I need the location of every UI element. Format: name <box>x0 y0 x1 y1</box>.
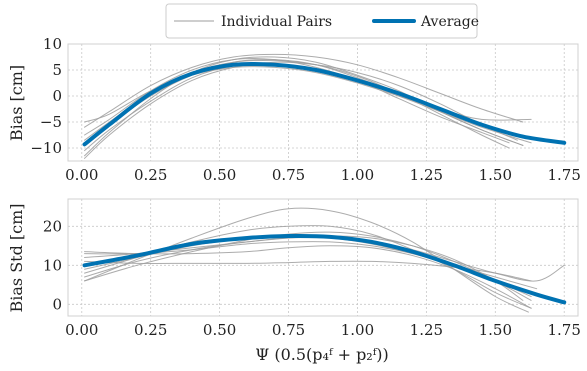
bias-x-tick-label: 0.25 <box>134 166 167 184</box>
bias-chart: 0.00 0.25 0.50 0.75 1.00 1.25 1.50 1.75 −10 −5 0 5 1… <box>30 35 581 184</box>
bias-x-tick-label: 1.25 <box>410 166 443 184</box>
bias-std-y-tick-label: 0 <box>52 295 62 313</box>
bias-individual-pair-line <box>84 58 524 146</box>
bias-y-tick-label: −5 <box>40 113 62 131</box>
bias-std-individual-pair-line <box>84 231 532 301</box>
bias-axes-frame <box>67 43 579 162</box>
bias-std-plot-area <box>68 199 578 316</box>
bias-std-y-tick-label: 10 <box>43 256 62 274</box>
bias-std-x-tick-label: 1.25 <box>410 321 443 339</box>
bias-std-x-tick-label: 0.50 <box>203 321 236 339</box>
bias-y-tick-label: 5 <box>52 61 62 79</box>
legend-box <box>165 3 478 39</box>
bias-std-x-tick-label: 1.75 <box>548 321 581 339</box>
bias-y-tick-label: 10 <box>43 35 62 53</box>
bias-x-tick-label: 1.50 <box>479 166 512 184</box>
legend: Individual Pairs Average <box>165 3 479 39</box>
bias-x-tick-label: 1.75 <box>548 166 581 184</box>
bias-y-tick-label: −10 <box>30 139 62 157</box>
bias-individual-pair-line <box>84 53 524 128</box>
bias-x-tick-label: 0.00 <box>65 166 98 184</box>
bias-std-y-tick-label: 20 <box>43 217 62 235</box>
bias-x-tick-label: 0.50 <box>203 166 236 184</box>
bias-average-line <box>82 61 567 147</box>
bias-std-x-tick-label: 0.00 <box>65 321 98 339</box>
bias-std-x-tick-label: 0.25 <box>134 321 167 339</box>
bias-std-series-group <box>82 207 567 313</box>
bias-std-x-tick-label: 1.50 <box>479 321 512 339</box>
bias-std-y-axis-label: Bias Std [cm] <box>7 203 26 312</box>
bias-x-tick-label: 0.75 <box>272 166 305 184</box>
bias-y-tick-label: 0 <box>52 87 62 105</box>
legend-label-individual-pairs: Individual Pairs <box>221 14 332 30</box>
bias-series-group <box>82 53 567 159</box>
bias-individual-pair-line <box>84 57 510 144</box>
x-axis-label: Ψ (0.5(p₄ᶠ + p₂ᶠ)) <box>255 345 389 364</box>
bias-y-axis-label: Bias [cm] <box>7 65 26 141</box>
bias-std-chart: 0.00 0.25 0.50 0.75 1.00 1.25 1.50 1.75 0 10 20 <box>43 198 581 339</box>
legend-label-average: Average <box>420 14 479 30</box>
bias-plot-area <box>68 44 578 161</box>
bias-std-axes-frame <box>67 198 579 317</box>
bias-std-individual-pair-line <box>84 207 529 313</box>
bias-std-individual-pair-line <box>84 245 532 309</box>
bias-std-average-line <box>82 233 567 305</box>
bias-std-x-tick-label: 1.00 <box>341 321 374 339</box>
bias-std-x-tick-label: 0.75 <box>272 321 305 339</box>
bias-x-tick-label: 1.00 <box>341 166 374 184</box>
